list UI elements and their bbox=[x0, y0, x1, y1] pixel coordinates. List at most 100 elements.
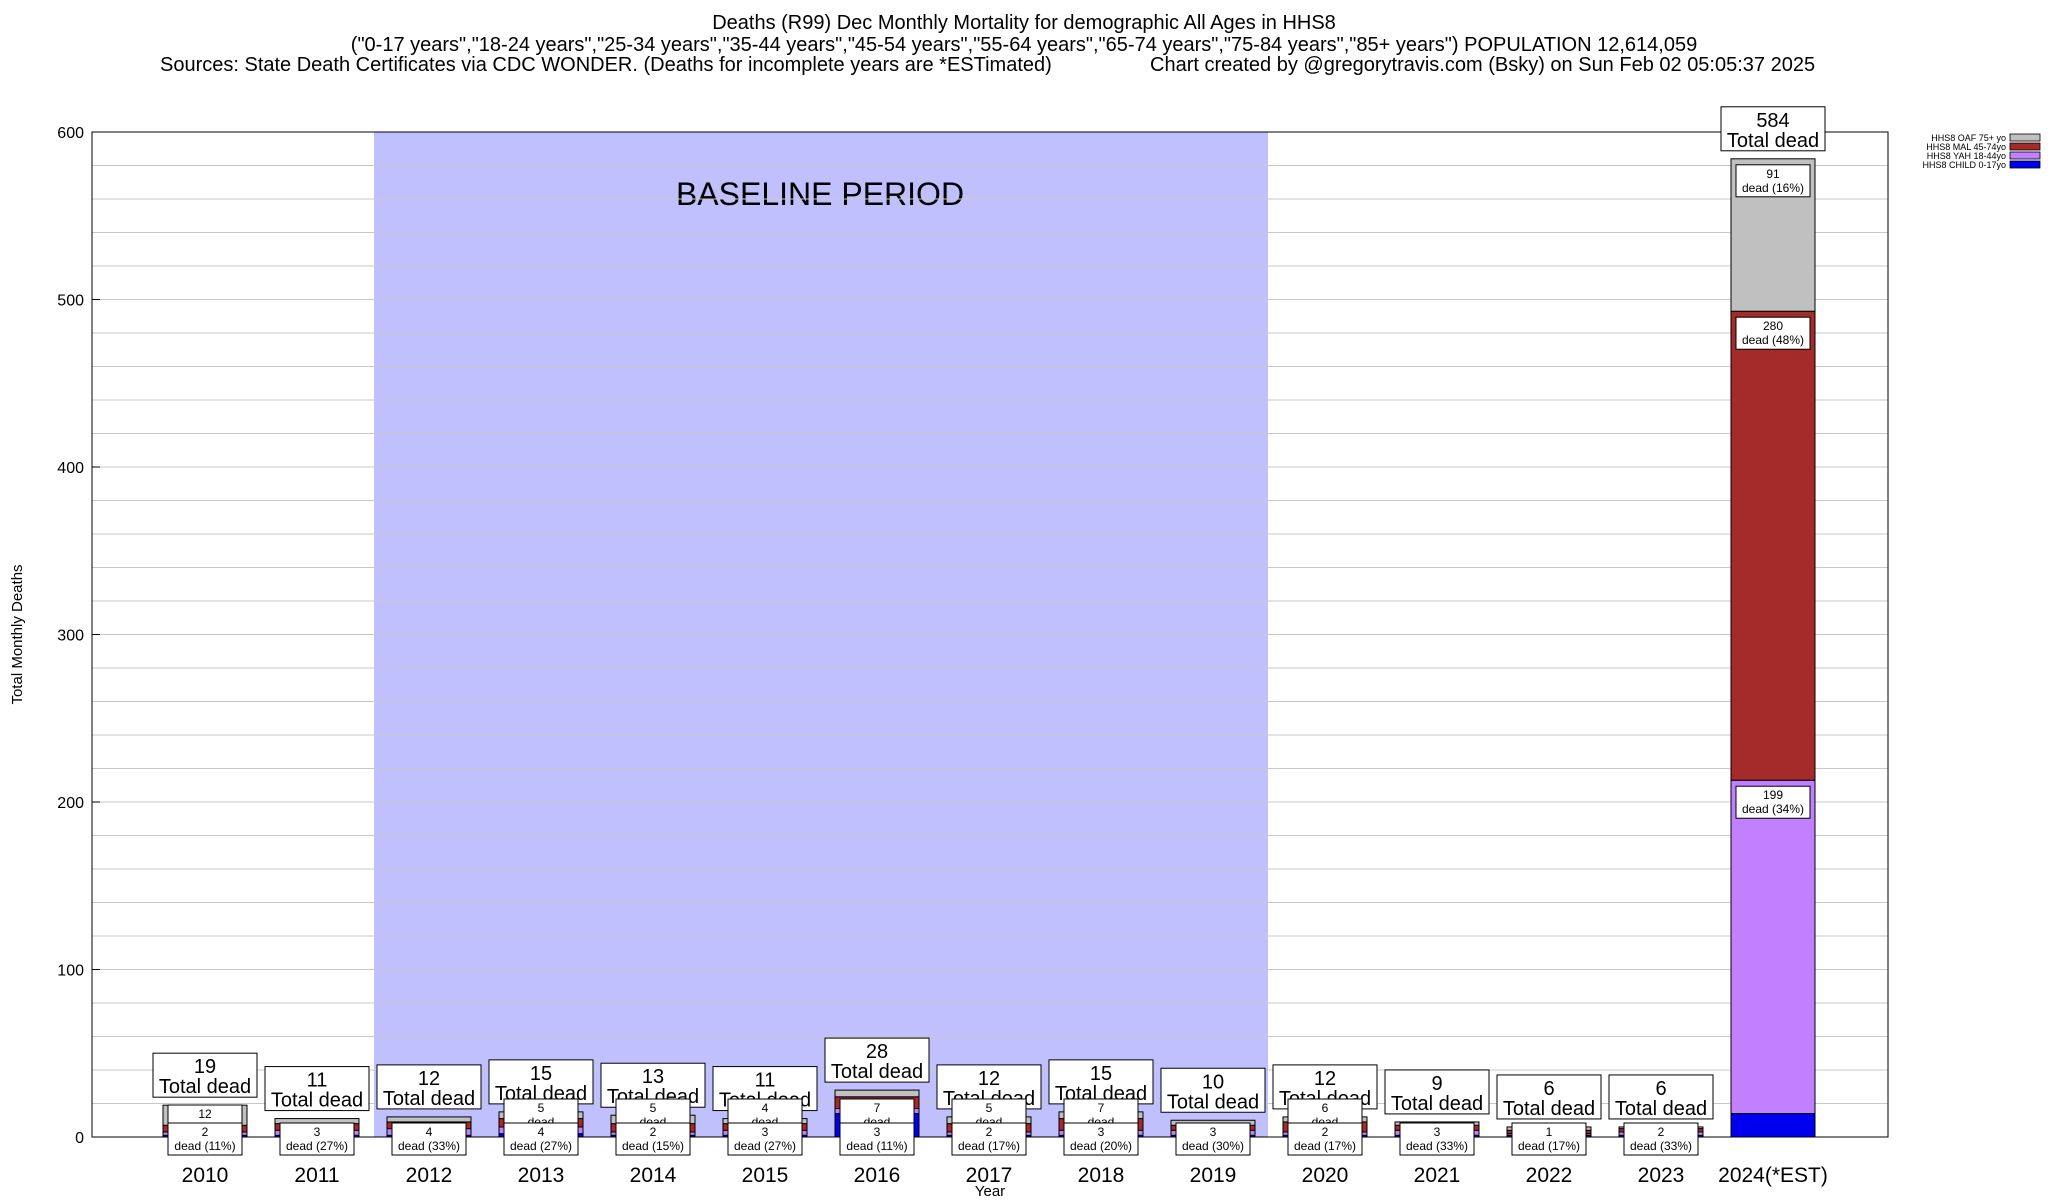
segment-label-value: 5 bbox=[538, 1101, 545, 1115]
segment-label-value: 2 bbox=[202, 1125, 209, 1139]
x-tick-label: 2015 bbox=[742, 1164, 789, 1187]
segment-label-box bbox=[1735, 316, 1811, 350]
x-tick-label: 2019 bbox=[1190, 1164, 1237, 1187]
segment-label-value: 5 bbox=[650, 1101, 657, 1115]
segment-label-box bbox=[1735, 785, 1811, 819]
chart-sources: Sources: State Death Certificates via CD… bbox=[160, 54, 1052, 76]
segment-label-value: 5 bbox=[986, 1101, 993, 1115]
total-label-box bbox=[376, 1064, 482, 1110]
segment-label-box bbox=[1287, 1122, 1363, 1156]
chart-title-block: Deaths (R99) Dec Monthly Mortality for d… bbox=[0, 12, 2048, 56]
total-value: 19 bbox=[194, 1056, 216, 1078]
segment-label-percent: dead (33%) bbox=[1406, 1139, 1468, 1153]
total-value: 12 bbox=[1314, 1068, 1336, 1090]
total-label-box bbox=[1384, 1069, 1490, 1115]
total-value: 584 bbox=[1756, 110, 1789, 132]
x-tick-label: 2014 bbox=[630, 1164, 677, 1187]
segment-label-percent: dead (11%) bbox=[174, 1139, 235, 1153]
legend-swatch bbox=[2009, 133, 2041, 142]
segment-label-percent: dead (27%) bbox=[734, 1139, 796, 1153]
y-tick-label: 200 bbox=[57, 795, 84, 812]
x-tick-label: 2016 bbox=[854, 1164, 901, 1187]
segment-label-value: 3 bbox=[314, 1125, 321, 1139]
segment-label-percent: dead (33%) bbox=[398, 1139, 460, 1153]
total-label-box bbox=[1160, 1067, 1266, 1113]
baseline-period-label: BASELINE PERIOD bbox=[676, 176, 964, 212]
total-label-box bbox=[1608, 1074, 1714, 1120]
segment-label-percent: dead (34%) bbox=[1742, 802, 1804, 816]
bar-segment bbox=[1730, 779, 1816, 1115]
segment-label-value: 3 bbox=[874, 1125, 881, 1139]
segment-label-value: 199 bbox=[1763, 788, 1783, 802]
segment-label-percent: dead (17%) bbox=[1518, 1139, 1580, 1153]
segment-label-value: 6 bbox=[1322, 1101, 1329, 1115]
y-axis-label: Total Monthly Deaths bbox=[9, 564, 26, 704]
total-label: Total dead bbox=[1391, 1093, 1483, 1115]
x-tick-label: 2012 bbox=[406, 1164, 453, 1187]
segment-label-box bbox=[1735, 164, 1811, 198]
total-value: 15 bbox=[1090, 1063, 1112, 1085]
bar-segment bbox=[1730, 1113, 1816, 1138]
segment-label-box bbox=[1063, 1122, 1139, 1156]
total-label: Total dead bbox=[159, 1076, 251, 1098]
total-value: 11 bbox=[755, 1070, 776, 1092]
segment-label-percent: dead (48%) bbox=[1742, 333, 1804, 347]
total-label-box bbox=[264, 1066, 370, 1112]
y-tick-label: 100 bbox=[57, 963, 84, 980]
segment-label-box bbox=[391, 1122, 467, 1156]
segment-label-box bbox=[1511, 1122, 1587, 1156]
total-label: Total dead bbox=[1615, 1098, 1707, 1120]
segment-label-percent: dead (33%) bbox=[1630, 1139, 1692, 1153]
y-tick-label: 500 bbox=[57, 293, 84, 310]
legend-swatch bbox=[2009, 142, 2041, 151]
segment-label-value: 2 bbox=[650, 1125, 657, 1139]
segment-label-percent: dead (20%) bbox=[1070, 1139, 1132, 1153]
total-label-box bbox=[1720, 106, 1826, 152]
total-value: 12 bbox=[418, 1068, 440, 1090]
segment-label-percent: dead (27%) bbox=[286, 1139, 348, 1153]
segment-label-value: 3 bbox=[1098, 1125, 1105, 1139]
total-label: Total dead bbox=[383, 1088, 475, 1110]
segment-label-value: 2 bbox=[986, 1125, 993, 1139]
legend-swatch bbox=[2009, 151, 2041, 160]
segment-label-value: 2 bbox=[1658, 1125, 1665, 1139]
bar-segment bbox=[1730, 310, 1816, 781]
x-tick-label: 2018 bbox=[1078, 1164, 1125, 1187]
legend-swatch bbox=[2009, 160, 2041, 169]
segment-label-value: 1 bbox=[1546, 1125, 1553, 1139]
segment-label-value: 280 bbox=[1763, 319, 1783, 333]
total-value: 28 bbox=[866, 1041, 888, 1063]
total-value: 15 bbox=[530, 1063, 552, 1085]
x-tick-label: 2024(*EST) bbox=[1718, 1164, 1828, 1187]
segment-label-box bbox=[951, 1122, 1027, 1156]
segment-label-box bbox=[1175, 1122, 1251, 1156]
x-tick-label: 2010 bbox=[182, 1164, 229, 1187]
segment-label-box bbox=[1399, 1122, 1475, 1156]
bar-segment bbox=[834, 1089, 920, 1098]
segment-label-value: 3 bbox=[762, 1125, 769, 1139]
segment-label-percent: dead (17%) bbox=[1294, 1139, 1356, 1153]
segment-label-percent: dead (17%) bbox=[958, 1139, 1020, 1153]
segment-label-percent: dead (27%) bbox=[510, 1139, 572, 1153]
segment-label-box bbox=[727, 1122, 803, 1156]
total-value: 12 bbox=[978, 1068, 1000, 1090]
x-tick-label: 2020 bbox=[1302, 1164, 1349, 1187]
legend-label: HHS8 MAL 45-74yo bbox=[1926, 142, 2006, 152]
total-label: Total dead bbox=[831, 1061, 923, 1083]
x-tick-label: 2021 bbox=[1414, 1164, 1461, 1187]
y-tick-label: 600 bbox=[57, 125, 84, 142]
segment-label-percent: dead (16%) bbox=[1742, 181, 1804, 195]
total-label: Total dead bbox=[1167, 1091, 1259, 1113]
segment-label-percent: dead (11%) bbox=[846, 1139, 907, 1153]
segment-label-value: 91 bbox=[1766, 167, 1780, 181]
chart-credit: Chart created by @gregorytravis.com (Bsk… bbox=[1150, 54, 1816, 76]
x-tick-label: 2023 bbox=[1638, 1164, 1685, 1187]
segment-label-value: 7 bbox=[1098, 1101, 1105, 1115]
total-value: 13 bbox=[642, 1066, 664, 1088]
y-tick-label: 400 bbox=[57, 460, 84, 477]
segment-label-box bbox=[615, 1122, 691, 1156]
legend-label: HHS8 YAH 18-44yo bbox=[1927, 151, 2006, 161]
x-axis-label: Year bbox=[975, 1183, 1005, 1200]
total-label-box bbox=[152, 1052, 258, 1098]
